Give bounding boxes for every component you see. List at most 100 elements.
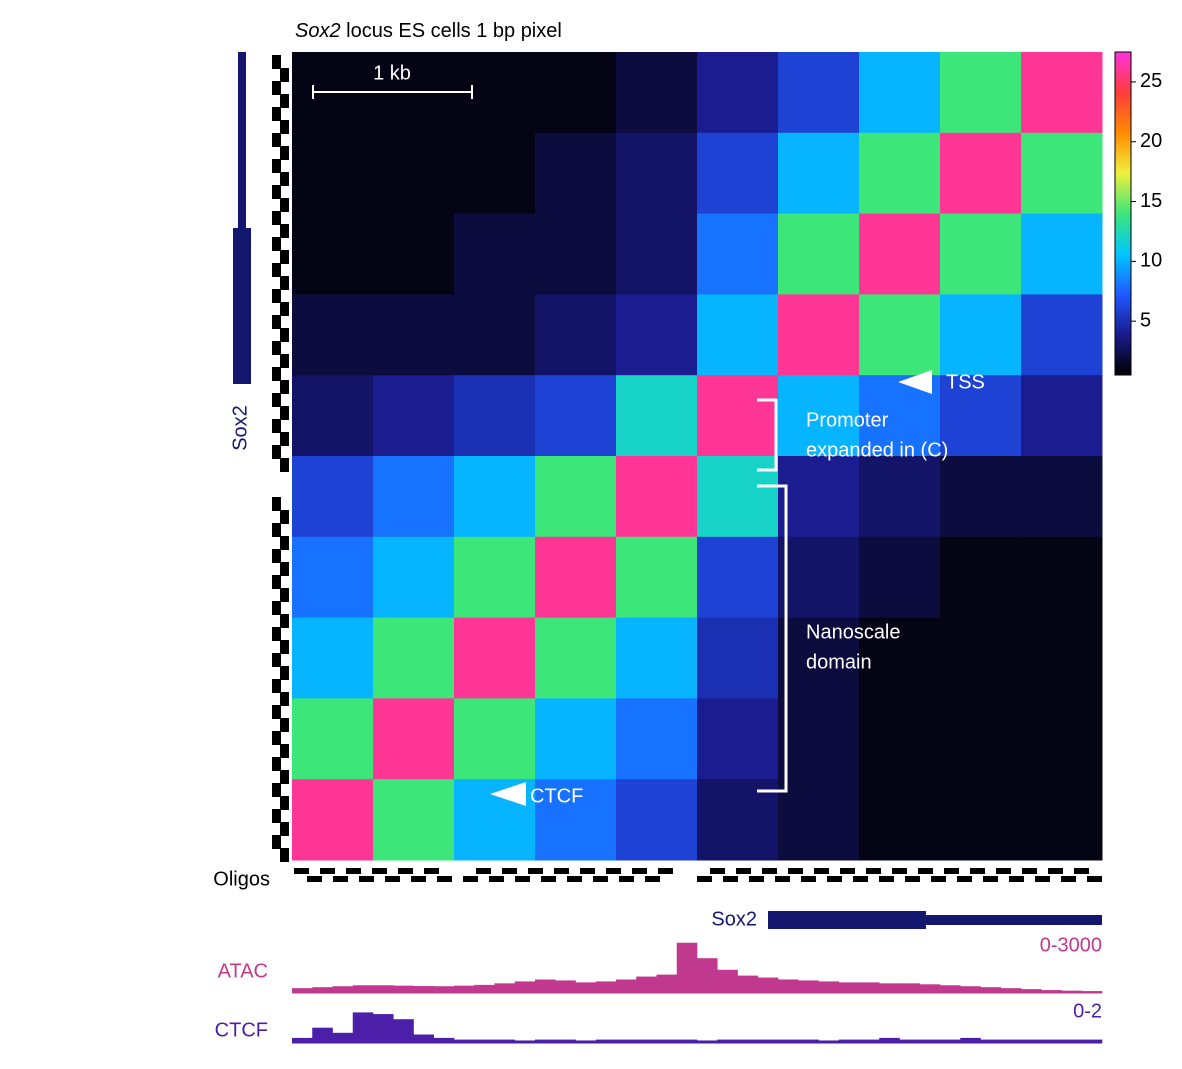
oligo [272, 783, 281, 797]
track-bar [818, 1040, 840, 1043]
heatmap-cell [859, 294, 941, 376]
oligo [1035, 876, 1050, 882]
heatmap-cell [535, 52, 617, 134]
heatmap-cell [940, 375, 1022, 457]
track-bar [757, 977, 779, 993]
track-range: 0-3000 [1040, 934, 1102, 956]
oligo [280, 406, 289, 420]
oligo [1048, 868, 1063, 874]
oligo [411, 876, 426, 882]
heatmap-cell [940, 617, 1022, 699]
oligo [502, 868, 517, 874]
track-bar [717, 1039, 738, 1043]
heatmap-cell [292, 375, 374, 457]
oligo [280, 718, 289, 732]
oligo [280, 562, 289, 576]
track-bar [798, 1039, 819, 1043]
oligo [272, 419, 281, 433]
oligo [272, 393, 281, 407]
track-bar [433, 1037, 455, 1043]
heatmap-cell [697, 294, 779, 376]
heatmap-cell [859, 617, 941, 699]
heatmap-cell [1021, 536, 1103, 619]
track-bar [818, 981, 840, 993]
heatmap-cell [454, 213, 536, 295]
oligo [645, 876, 660, 882]
heatmap-cell [940, 536, 1022, 619]
heatmap-cell [859, 132, 941, 215]
oligo [272, 679, 281, 693]
heatmap-cell [940, 779, 1022, 861]
heatmap-cell [454, 294, 536, 376]
heatmap-cell [697, 779, 779, 861]
oligo [346, 868, 361, 874]
heatmap-cell [778, 456, 860, 538]
oligo [280, 68, 289, 82]
heatmap-cell [454, 375, 536, 457]
heatmap-cell [292, 617, 374, 699]
track-bar [838, 982, 860, 993]
track-bar [940, 985, 961, 993]
oligo [280, 380, 289, 394]
heatmap-cell [1021, 698, 1103, 780]
heatmap-cell [1021, 617, 1103, 699]
oligo [280, 614, 289, 628]
track-bar [636, 1039, 657, 1043]
heatmap-cell [373, 375, 455, 457]
oligo [280, 536, 289, 550]
heatmap-cell [778, 52, 860, 134]
oligo [280, 588, 289, 602]
oligo [272, 731, 281, 745]
oligo [528, 868, 543, 874]
oligo [272, 237, 281, 251]
track-bar [535, 979, 556, 993]
track-bar [1081, 1039, 1103, 1043]
track-bar [595, 981, 617, 993]
oligo [280, 458, 289, 472]
heatmap-cell [778, 213, 860, 295]
colorbar-tick-label: 20 [1140, 130, 1162, 152]
track-bar [717, 969, 738, 993]
heatmap-cell [616, 52, 698, 134]
oligo [272, 835, 281, 849]
track-bar [454, 985, 475, 993]
track-bar [454, 1039, 475, 1043]
heatmap-cell [292, 779, 374, 861]
gene-exon [768, 911, 926, 929]
track-bar [778, 1039, 799, 1043]
oligo [272, 159, 281, 173]
oligo [788, 868, 803, 874]
oligo [372, 868, 387, 874]
oligo [580, 868, 595, 874]
oligo [272, 757, 281, 771]
oligo [280, 848, 289, 862]
oligo [280, 120, 289, 134]
heatmap-cell [292, 132, 374, 215]
oligo [272, 289, 281, 303]
promoter-label: expanded in (C) [806, 439, 948, 461]
oligo [272, 341, 281, 355]
track-bar [980, 987, 1002, 993]
track-bar [940, 1039, 961, 1043]
oligo [280, 94, 289, 108]
oligo [272, 549, 281, 563]
track-range: 0-2 [1073, 1000, 1102, 1022]
title-rest: locus ES cells 1 bp pixel [346, 20, 562, 42]
track-bar [575, 982, 597, 993]
oligo [476, 868, 491, 874]
oligo [280, 666, 289, 680]
track-bar [980, 1039, 1002, 1043]
oligo [606, 868, 621, 874]
heatmap-cell [778, 698, 860, 780]
domain-bracket [757, 484, 788, 793]
track-bar [555, 1039, 576, 1043]
heatmap-cell [535, 779, 617, 861]
heatmap-cell [535, 213, 617, 295]
track-bar [697, 958, 718, 993]
oligo [280, 276, 289, 290]
oligo [280, 796, 289, 810]
oligo [801, 876, 816, 882]
track-bar [474, 984, 495, 993]
oligo [272, 263, 281, 277]
heatmap-cell [535, 456, 617, 538]
